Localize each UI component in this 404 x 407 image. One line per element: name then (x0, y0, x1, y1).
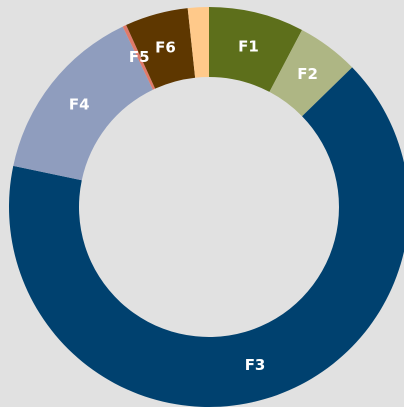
donut-slice (269, 29, 353, 117)
slice-label: F1 (238, 37, 259, 55)
slice-label: F2 (297, 65, 318, 83)
donut-slice (122, 24, 156, 90)
slice-label: F4 (69, 96, 90, 114)
slice-label: F3 (245, 356, 266, 374)
donut-slice (209, 7, 303, 92)
donut-slice (187, 7, 209, 78)
slice-label: F6 (155, 38, 176, 56)
donut-slice (13, 26, 153, 181)
donut-slice (9, 67, 404, 407)
slice-label: F5 (129, 48, 150, 66)
donut-slice (126, 8, 196, 89)
